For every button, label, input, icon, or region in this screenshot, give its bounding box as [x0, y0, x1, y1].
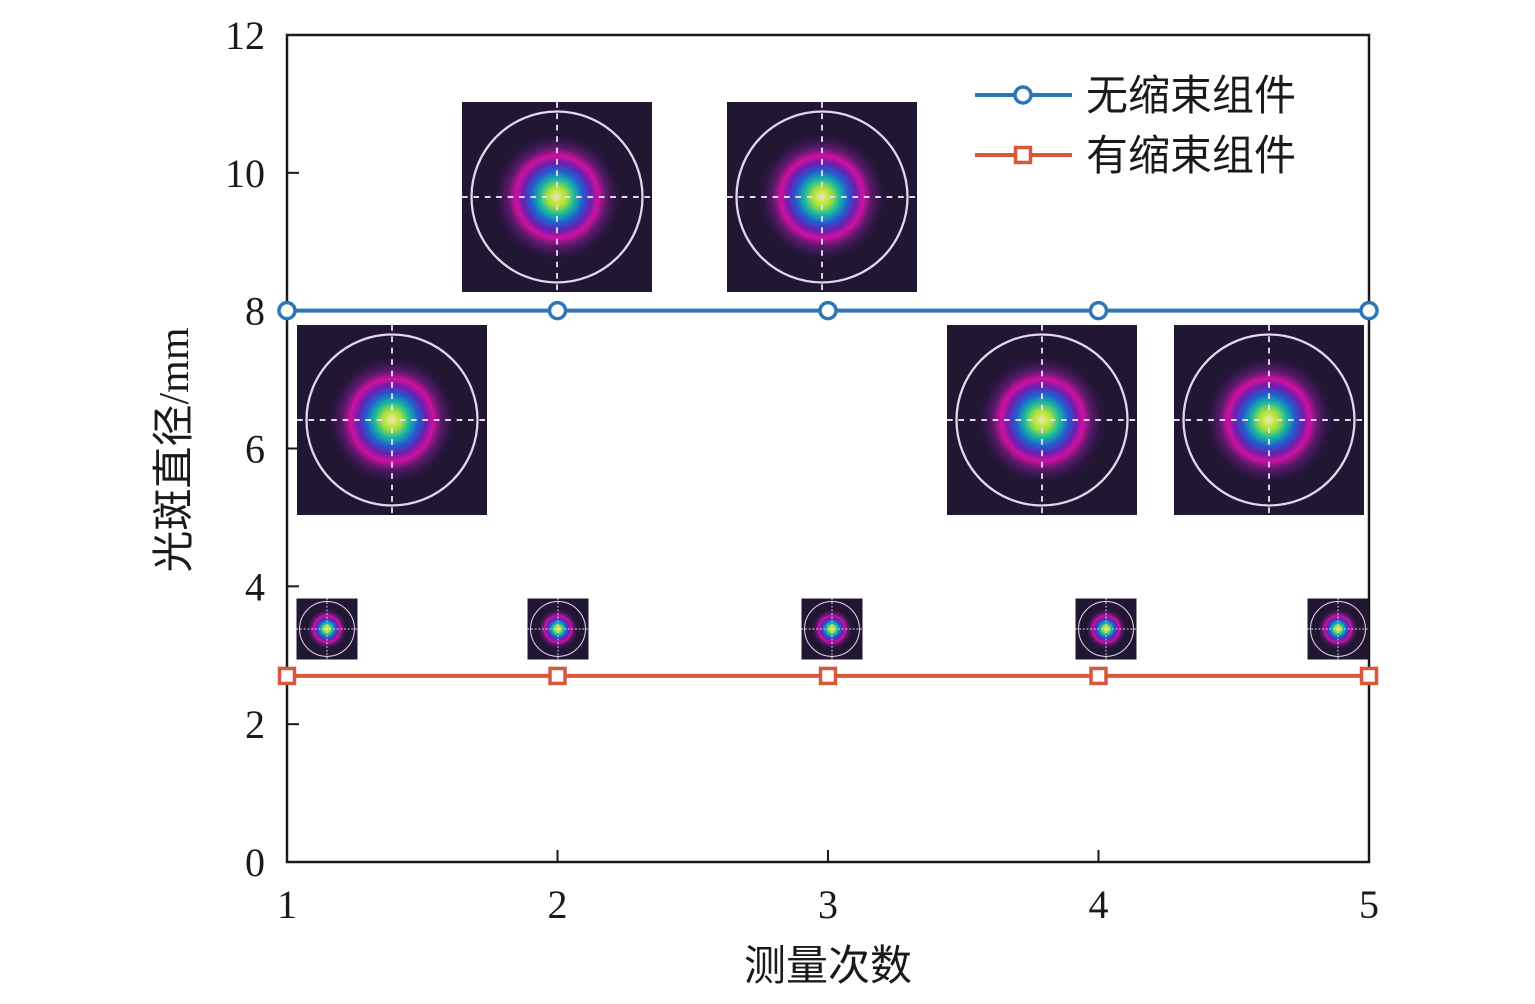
beam-profile-insets [296, 102, 1369, 660]
beam-profile-small-3 [801, 598, 863, 660]
x-axis-label: 测量次数 [744, 944, 912, 990]
data-point [548, 666, 567, 686]
data-point [1089, 666, 1108, 686]
x-tick-label: 2 [548, 882, 568, 927]
x-tick-label: 4 [1089, 882, 1109, 927]
beam-profile-large-1 [297, 325, 487, 515]
data-point [1088, 300, 1109, 321]
legend-marker [1013, 85, 1033, 105]
beam-profile-small-5 [1307, 598, 1369, 660]
y-axis-ticks: 0 2 4 6 8 10 12 [225, 13, 299, 885]
data-point [277, 300, 297, 321]
y-tick-label: 4 [245, 564, 265, 609]
series-2 [277, 666, 1379, 686]
y-tick-label: 10 [225, 151, 265, 196]
legend-label: 有缩束组件 [1086, 134, 1296, 180]
y-axis-label: 光斑直径/mm [152, 327, 198, 572]
legend-item: 无缩束组件 [975, 74, 1296, 120]
y-tick-label: 2 [245, 702, 265, 747]
x-tick-label: 3 [818, 882, 838, 927]
beam-profile-large-2 [462, 102, 652, 292]
y-tick-label: 0 [245, 840, 265, 885]
data-point [547, 300, 568, 321]
y-tick-label: 6 [245, 427, 265, 472]
legend-item: 有缩束组件 [975, 134, 1296, 180]
beam-profile-small-2 [527, 598, 589, 660]
series-layer [277, 300, 1379, 686]
beam-profile-large-3 [727, 102, 917, 292]
y-tick-label: 12 [225, 13, 265, 58]
legend-label: 无缩束组件 [1086, 74, 1296, 120]
data-point [277, 666, 297, 686]
beam-profile-small-1 [296, 598, 358, 660]
data-point [818, 666, 838, 686]
x-tick-label: 5 [1359, 882, 1379, 927]
x-axis-ticks: 1 2 3 4 5 [277, 850, 1379, 927]
legend-marker [1013, 145, 1033, 165]
beam-profile-small-4 [1075, 598, 1137, 660]
y-tick-label: 8 [245, 289, 265, 334]
data-point [818, 300, 838, 321]
data-point [1359, 666, 1379, 686]
series-1 [277, 300, 1379, 321]
x-tick-label: 1 [277, 882, 297, 927]
beam-profile-large-4 [947, 325, 1137, 515]
data-point [1359, 300, 1379, 321]
beam-profile-large-5 [1174, 325, 1364, 515]
